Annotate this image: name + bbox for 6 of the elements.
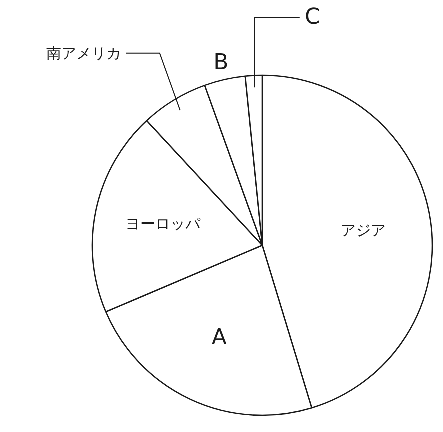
slice-label: B: [214, 50, 229, 76]
slice-label: 南アメリカ: [46, 44, 122, 62]
slice-label: アジア: [340, 221, 386, 240]
slice-label: A: [212, 325, 227, 350]
slice-label: ヨーロッパ: [125, 215, 202, 234]
slice-label: C: [305, 5, 320, 30]
